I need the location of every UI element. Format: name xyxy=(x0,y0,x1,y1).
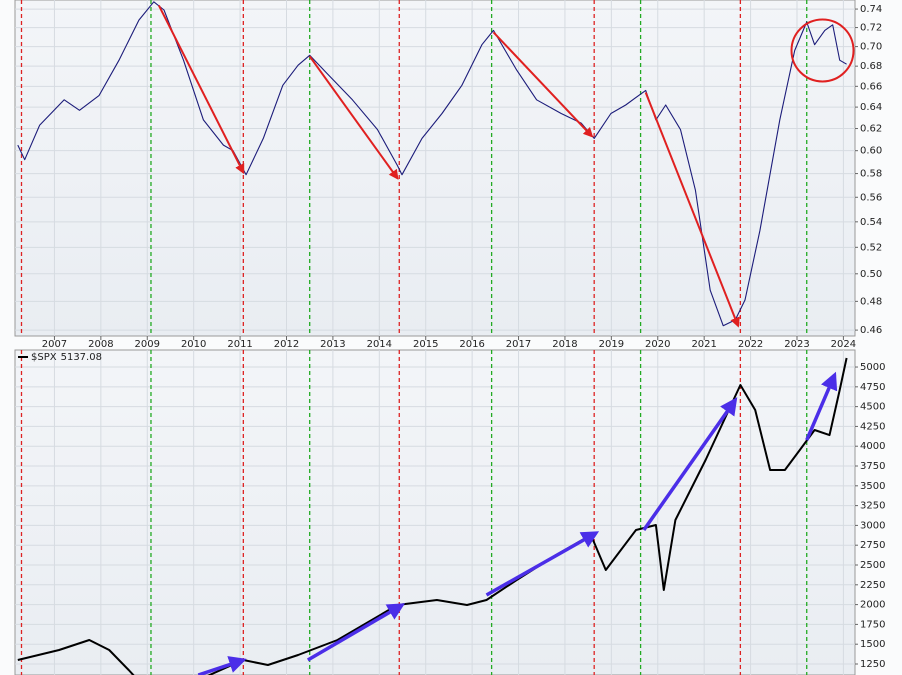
y-tick-label: 3750 xyxy=(860,461,885,472)
trend-arrow xyxy=(644,92,740,328)
y-tick-label: 1250 xyxy=(860,659,885,670)
x-tick-label: 2024 xyxy=(831,339,856,350)
y-tick-label: 3500 xyxy=(860,481,885,492)
y-tick-label: 0.62 xyxy=(860,124,882,135)
x-tick-label: 2013 xyxy=(320,339,345,350)
y-tick-label: 0.52 xyxy=(860,242,882,253)
y-tick-label: 2750 xyxy=(860,540,885,551)
y-tick-label: 4750 xyxy=(860,382,885,393)
x-tick-label: 2014 xyxy=(367,339,392,350)
y-tick-label: 0.66 xyxy=(860,81,882,92)
x-tick-label: 2017 xyxy=(506,339,531,350)
y-tick-label: 0.56 xyxy=(860,192,882,203)
x-tick-label: 2019 xyxy=(599,339,624,350)
x-tick-label: 2016 xyxy=(459,339,484,350)
y-tick-label: 3000 xyxy=(860,520,885,531)
y-tick-label: 0.70 xyxy=(860,42,882,53)
y-tick-label: 0.54 xyxy=(860,217,882,228)
trend-arrow xyxy=(805,371,838,441)
x-tick-label: 2015 xyxy=(413,339,438,350)
y-tick-label: 2500 xyxy=(860,560,885,571)
y-tick-label: 1750 xyxy=(860,619,885,630)
y-tick-label: 0.68 xyxy=(860,61,882,72)
trend-arrow xyxy=(492,31,594,138)
y-tick-label: 0.50 xyxy=(860,269,882,280)
y-tick-label: 0.58 xyxy=(860,169,882,180)
plot-area xyxy=(15,350,855,675)
x-tick-label: 2022 xyxy=(738,339,763,350)
x-tick-label: 2008 xyxy=(88,339,113,350)
panel-bottom xyxy=(14,349,856,675)
y-tick-label: 1500 xyxy=(860,639,885,650)
x-tick-label: 2018 xyxy=(552,339,577,350)
trend-arrow xyxy=(485,531,600,597)
x-tick-label: 2007 xyxy=(42,339,67,350)
y-tick-label: 3250 xyxy=(860,501,885,512)
y-tick-label: 0.46 xyxy=(860,325,882,336)
series-line xyxy=(17,1,847,327)
trend-arrow xyxy=(157,4,245,175)
x-tick-label: 2020 xyxy=(645,339,670,350)
x-tick-label: 2011 xyxy=(227,339,252,350)
x-tick-label: 2010 xyxy=(181,339,206,350)
trend-arrow xyxy=(308,55,399,180)
panel-top xyxy=(14,0,856,337)
y-tick-label: 0.72 xyxy=(860,23,882,34)
x-tick-label: 2009 xyxy=(135,339,160,350)
y-tick-label: 0.64 xyxy=(860,102,882,113)
y-tick-label: 4250 xyxy=(860,421,885,432)
y-tick-label: 2250 xyxy=(860,580,885,591)
y-tick-label: 4000 xyxy=(860,441,885,452)
legend-name: $SPX xyxy=(31,352,57,363)
y-tick-label: 2000 xyxy=(860,600,885,611)
x-tick-label: 2012 xyxy=(274,339,299,350)
trend-arrow xyxy=(197,656,247,675)
legend-value: 5137.08 xyxy=(61,352,102,363)
x-tick-label: 2023 xyxy=(784,339,809,350)
highlight-circle xyxy=(790,18,855,83)
y-tick-label: 0.48 xyxy=(860,296,882,307)
y-tick-label: 4500 xyxy=(860,402,885,413)
y-tick-label: 5000 xyxy=(860,362,885,373)
trend-arrow xyxy=(642,397,738,532)
x-tick-label: 2021 xyxy=(691,339,716,350)
plot-area xyxy=(15,0,855,336)
legend-label: $SPX 5137.08 xyxy=(31,352,102,363)
trend-arrow xyxy=(306,603,406,662)
y-tick-label: 0.74 xyxy=(860,4,882,15)
y-tick-label: 0.60 xyxy=(860,146,882,157)
